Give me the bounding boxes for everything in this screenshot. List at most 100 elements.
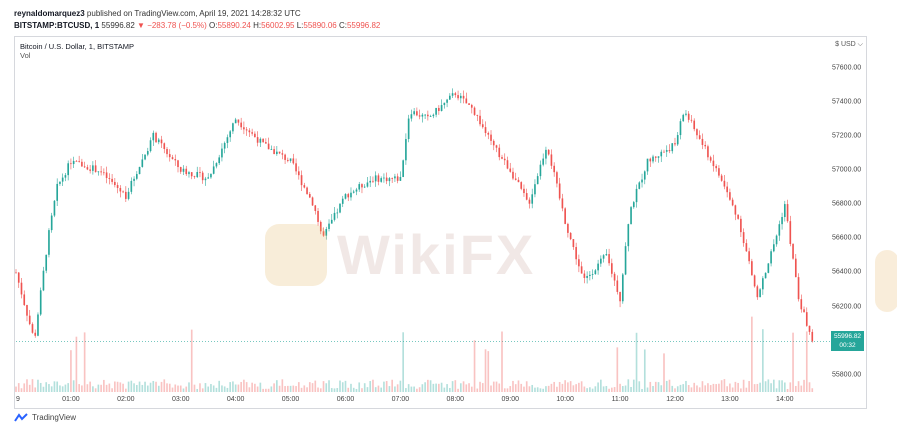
candle-body xyxy=(693,120,696,130)
candle-body xyxy=(729,192,731,200)
volume-bar xyxy=(751,316,753,392)
volume-bar xyxy=(687,385,690,392)
volume-bar xyxy=(652,385,654,392)
volume-bar xyxy=(383,381,385,392)
candle-body xyxy=(177,160,179,168)
candle-body xyxy=(613,273,616,281)
volume-bar xyxy=(797,381,800,392)
volume-bar xyxy=(402,332,404,392)
time-tick-label: 12:00 xyxy=(666,396,684,403)
candle-body xyxy=(594,270,597,275)
volume-bar xyxy=(558,381,561,392)
volume-bar xyxy=(525,381,528,392)
volume-bar xyxy=(773,379,775,392)
volume-bar xyxy=(339,380,341,392)
close-label: C: xyxy=(338,21,347,30)
volume-bar xyxy=(20,388,23,392)
candle-body xyxy=(520,182,523,189)
candle-body xyxy=(600,258,602,264)
currency-selector[interactable]: $ USD ⌵ xyxy=(835,41,863,48)
candle-body xyxy=(300,175,303,186)
candle-body xyxy=(591,274,594,275)
candle-body xyxy=(70,163,72,165)
candle-body xyxy=(797,277,800,300)
volume-bar xyxy=(372,379,374,392)
candle-body xyxy=(262,138,264,143)
volume-bar xyxy=(369,381,372,392)
candle-body xyxy=(155,132,157,143)
author-name[interactable]: reynaldomarquez3 xyxy=(14,9,85,18)
volume-bar xyxy=(284,386,286,392)
candle-body xyxy=(251,132,253,134)
volume-bar xyxy=(676,386,679,392)
candle-body xyxy=(394,176,396,179)
candle-body xyxy=(372,180,374,182)
volume-bar xyxy=(83,332,86,392)
volume-bar xyxy=(575,384,577,392)
footer-brand[interactable]: TradingView xyxy=(14,413,76,422)
volume-bar xyxy=(674,388,676,392)
candle-body xyxy=(259,138,262,143)
chart-frame[interactable] xyxy=(14,36,867,409)
volume-bar xyxy=(545,386,547,392)
volume-bar xyxy=(388,386,391,392)
candle-body xyxy=(561,198,564,209)
volume-bar xyxy=(138,381,141,392)
volume-bar xyxy=(770,383,772,392)
candle-body xyxy=(179,167,182,172)
publish-info: published on TradingView.com, April 19, … xyxy=(84,9,301,18)
volume-bar xyxy=(292,385,295,392)
volume-bar xyxy=(808,382,811,392)
volume-bar xyxy=(17,383,20,392)
candle-body xyxy=(454,93,457,96)
volume-bar xyxy=(174,384,177,392)
volume-bar xyxy=(311,383,314,392)
volume-bar xyxy=(86,384,89,392)
volume-bar xyxy=(756,383,759,392)
candle-body xyxy=(762,278,764,290)
candle-body xyxy=(210,173,212,178)
candle-body xyxy=(679,121,682,136)
volume-bar xyxy=(693,382,696,392)
volume-bar xyxy=(481,383,484,392)
volume-bar xyxy=(616,347,619,392)
volume-bar xyxy=(723,379,726,392)
candle-body xyxy=(188,172,190,175)
candle-body xyxy=(168,154,171,158)
volume-bar xyxy=(325,383,328,392)
volume-bar xyxy=(116,381,119,392)
volume-bar xyxy=(668,379,671,392)
volume-bar xyxy=(160,381,163,392)
candle-body xyxy=(525,193,528,200)
candle-body xyxy=(808,325,811,332)
volume-bar xyxy=(380,387,383,392)
volume-bar xyxy=(344,380,347,392)
high-label: H: xyxy=(253,21,262,30)
volume-bar xyxy=(753,384,756,392)
low-label: L: xyxy=(296,21,304,30)
volume-bar xyxy=(605,385,608,392)
candle-body xyxy=(811,331,814,342)
volume-bar xyxy=(696,385,698,392)
candle-body xyxy=(111,178,113,182)
candle-body xyxy=(805,312,808,326)
volume-bar xyxy=(39,382,42,392)
candle-body xyxy=(602,255,605,259)
volume-bar xyxy=(218,380,221,392)
volume-bar xyxy=(671,385,674,392)
volume-bar xyxy=(28,384,31,392)
candle-body xyxy=(75,160,78,162)
volume-bar xyxy=(778,380,781,392)
volume-bar xyxy=(193,384,196,392)
volume-bar xyxy=(643,349,646,392)
volume-bar xyxy=(358,382,361,392)
candle-body xyxy=(221,148,223,158)
volume-bar xyxy=(509,386,512,392)
candle-body xyxy=(567,223,569,233)
candle-body xyxy=(773,244,775,252)
candle-body xyxy=(512,171,514,179)
volume-bar xyxy=(157,385,160,392)
candle-body xyxy=(385,177,388,182)
volume-bar xyxy=(811,388,814,392)
